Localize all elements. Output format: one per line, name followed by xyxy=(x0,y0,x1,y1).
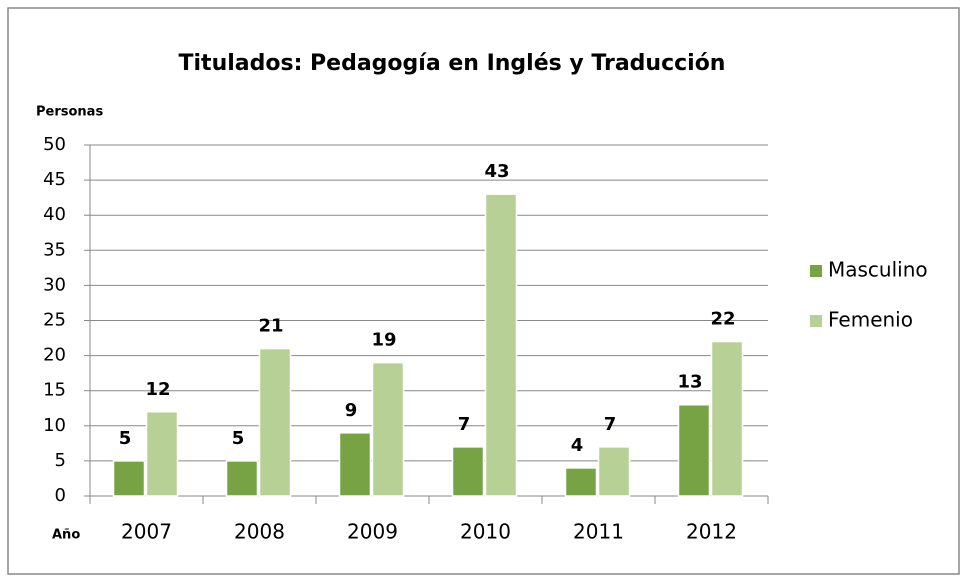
data-label: 12 xyxy=(145,379,170,400)
x-tick-label: 2012 xyxy=(686,520,737,544)
y-tick-label: 20 xyxy=(43,345,66,366)
data-label: 22 xyxy=(710,309,735,330)
legend-label: Femenio xyxy=(828,308,913,332)
bar xyxy=(564,467,598,497)
y-tick-label: 15 xyxy=(43,380,66,401)
bar xyxy=(145,411,179,497)
data-label: 43 xyxy=(484,161,509,182)
y-tick-label: 45 xyxy=(43,169,66,190)
x-tick-label: 2011 xyxy=(573,520,624,544)
bar xyxy=(258,347,292,497)
legend-swatch xyxy=(810,265,822,277)
data-label: 19 xyxy=(371,330,396,351)
bar xyxy=(338,432,372,497)
bar xyxy=(225,460,259,497)
chart-title: Titulados: Pedagogía en Inglés y Traducc… xyxy=(179,51,726,76)
y-tick-label: 25 xyxy=(43,310,66,331)
x-tick-label: 2007 xyxy=(121,520,172,544)
data-label: 9 xyxy=(345,400,358,421)
y-tick-label: 10 xyxy=(43,415,66,436)
data-label: 5 xyxy=(119,428,132,449)
y-tick-label: 50 xyxy=(43,134,66,155)
data-label: 7 xyxy=(604,414,617,435)
legend-swatch xyxy=(810,315,822,327)
data-label: 7 xyxy=(458,414,471,435)
y-tick-label: 35 xyxy=(43,239,66,260)
bar xyxy=(597,446,631,497)
legend-label: Masculino xyxy=(828,258,928,282)
y-tick-label: 5 xyxy=(55,450,66,471)
y-tick-label: 0 xyxy=(55,485,66,506)
y-axis-label: Personas xyxy=(36,105,103,120)
bar xyxy=(484,193,518,497)
data-label: 5 xyxy=(232,428,245,449)
data-label: 21 xyxy=(258,316,283,337)
x-tick-label: 2010 xyxy=(460,520,511,544)
x-tick-label: 2009 xyxy=(347,520,398,544)
bar xyxy=(710,340,744,497)
data-label: 13 xyxy=(677,372,702,393)
bar xyxy=(112,460,146,497)
bar xyxy=(451,446,485,497)
data-label: 4 xyxy=(571,435,584,456)
x-axis-label: Año xyxy=(52,528,80,543)
bar xyxy=(677,403,711,497)
y-tick-label: 40 xyxy=(43,204,66,225)
y-tick-label: 30 xyxy=(43,274,66,295)
x-tick-label: 2008 xyxy=(234,520,285,544)
bar xyxy=(371,361,405,497)
